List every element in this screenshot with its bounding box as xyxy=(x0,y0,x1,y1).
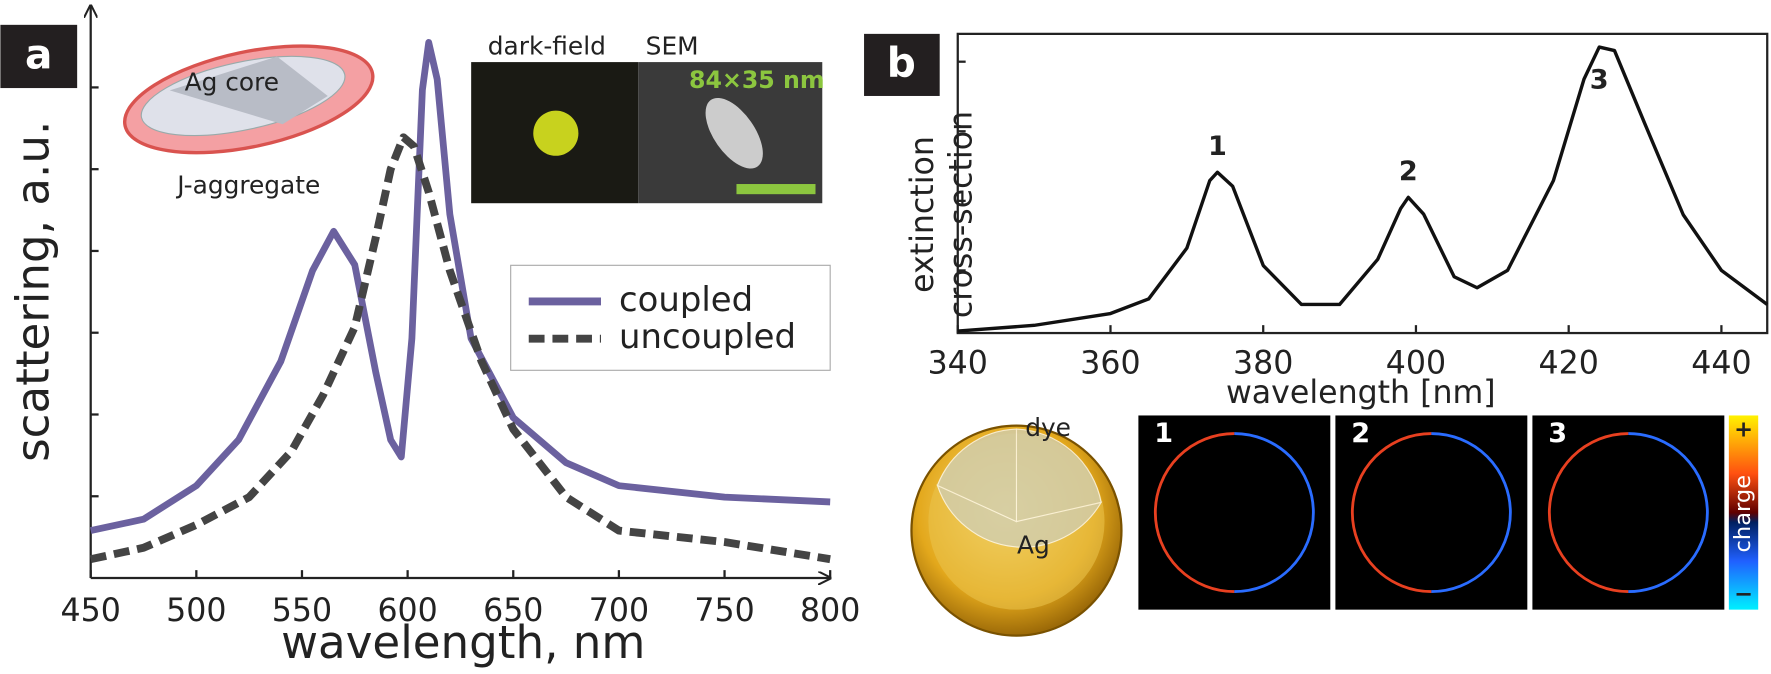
x-tick-label: 360 xyxy=(1080,346,1140,382)
x-tick-label: 380 xyxy=(1233,346,1293,382)
panel-label: a xyxy=(25,31,52,79)
charge-arc xyxy=(1350,432,1432,593)
x-tick-label: 400 xyxy=(1386,346,1446,382)
x-tick-label: 600 xyxy=(377,593,437,629)
map-label: 1 xyxy=(1154,418,1173,449)
y-axis-label: scattering, a.u. xyxy=(7,121,60,462)
charge-arc xyxy=(1547,432,1629,593)
annotation: Ag xyxy=(1017,530,1050,559)
annotation: 84×35 nm xyxy=(689,66,825,94)
map-label: 3 xyxy=(1548,418,1567,449)
data-line xyxy=(89,39,831,534)
legend-label: uncoupled xyxy=(619,317,796,356)
x-axis-label: wavelength [nm] xyxy=(1226,375,1496,411)
charge-map xyxy=(1138,415,1331,610)
x-tick-label: 550 xyxy=(272,593,332,629)
x-tick-label: 450 xyxy=(61,593,121,629)
annotation: SEM xyxy=(646,31,699,60)
plot-frame xyxy=(956,32,1769,335)
x-tick-label: 340 xyxy=(928,346,988,382)
annotation: dye xyxy=(1025,413,1071,442)
x-tick-label: 700 xyxy=(589,593,649,629)
data-line xyxy=(89,133,831,564)
y-axis-label: cross-section xyxy=(943,111,979,318)
annotation: Ag core xyxy=(185,68,279,97)
x-tick-label: 420 xyxy=(1539,346,1599,382)
legend xyxy=(510,264,831,371)
charge-arc xyxy=(1628,432,1709,593)
charge-arc xyxy=(1234,432,1315,593)
x-tick-label: 440 xyxy=(1691,346,1751,382)
charge-map xyxy=(1335,415,1528,610)
colorbar xyxy=(1728,415,1759,610)
colorbar-label: + xyxy=(1734,417,1753,443)
map-label: 2 xyxy=(1351,418,1370,449)
panel-label: b xyxy=(887,38,916,86)
peak-label: 3 xyxy=(1590,64,1609,95)
core-cut xyxy=(169,56,328,125)
sphere-cut xyxy=(936,428,1103,548)
colorbar-label: − xyxy=(1734,581,1753,607)
charge-map xyxy=(1532,415,1725,610)
charge-arc xyxy=(1153,432,1235,593)
x-tick-label: 750 xyxy=(694,593,754,629)
peak-label: 1 xyxy=(1208,131,1227,162)
scale-bar xyxy=(736,184,816,195)
y-axis-label: extinction xyxy=(905,136,941,293)
legend-label: coupled xyxy=(619,280,753,319)
panel-box xyxy=(864,33,940,96)
x-tick-label: 650 xyxy=(483,593,543,629)
panel-box xyxy=(0,24,78,89)
darkfield-spot xyxy=(533,110,579,156)
x-tick-label: 500 xyxy=(166,593,226,629)
peak-label: 2 xyxy=(1399,156,1418,187)
charge-arc xyxy=(1431,432,1512,593)
data-line xyxy=(957,45,1769,333)
x-axis-label: wavelength, nm xyxy=(281,616,645,669)
charge-maps: 1 2 3 xyxy=(1138,415,1725,610)
annotation: dark-field xyxy=(488,31,606,60)
annotation: J-aggregate xyxy=(175,170,320,199)
colorbar-label: charge xyxy=(1730,475,1756,553)
sem-particle xyxy=(705,97,763,169)
x-tick-label: 800 xyxy=(800,593,860,629)
